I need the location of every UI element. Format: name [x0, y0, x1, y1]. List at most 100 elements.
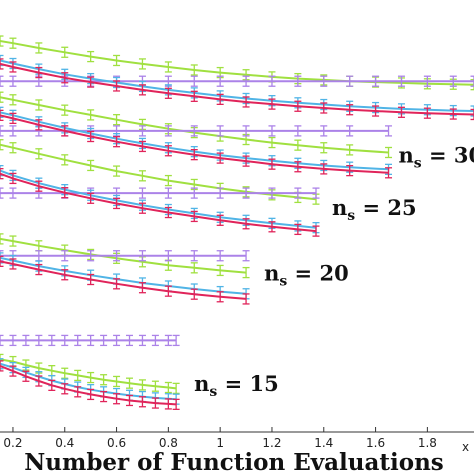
error-bar-g3-s3-p6	[138, 140, 146, 153]
error-bar-g4-s3-p17	[423, 107, 431, 119]
error-bar-g4-s3-p3	[61, 72, 69, 84]
error-bar-g3-s3-p3	[61, 125, 69, 137]
error-bar-g3-s3-p0	[0, 109, 4, 121]
error-bar-g4-s0-p2	[35, 42, 43, 54]
error-bar-g1-s1-p3	[61, 250, 69, 262]
series-line-g2-s2	[0, 169, 317, 229]
error-bar-g0-s1-p6	[74, 334, 82, 347]
series-line-g4-s2	[0, 59, 474, 112]
error-bar-g3-s0-p3	[61, 104, 69, 116]
annotations: ns = 15 ns = 20 ns = 25 ns = 30	[194, 142, 474, 400]
error-bar-g4-s0-p4	[87, 50, 95, 63]
error-bar-g3-s0-p5	[113, 114, 121, 126]
error-bar-g4-s3-p14	[346, 104, 354, 116]
error-bar-g4-s3-p16	[397, 106, 405, 118]
series-line-g2-s3	[0, 172, 317, 233]
error-bar-g0-s3-p1	[9, 365, 17, 377]
x-axis-label: Number of Function Evaluations	[24, 449, 444, 474]
error-bar-g3-s1-p14	[346, 125, 354, 137]
error-bar-g1-s0-p8	[190, 262, 198, 274]
error-bar-g3-s3-p14	[346, 164, 354, 177]
error-bar-g4-s1-p0	[0, 75, 4, 87]
error-bar-g4-s0-p5	[113, 54, 121, 67]
error-bar-g4-s0-p0	[0, 35, 4, 47]
error-bar-g3-s1-p8	[190, 125, 198, 137]
error-bar-g4-s1-p17	[423, 75, 431, 87]
error-bar-g0-s1-p5	[61, 334, 69, 347]
x-axis-multiplier: x	[462, 440, 469, 454]
error-bar-g0-s0-p13	[164, 381, 172, 394]
error-bar-g1-s3-p0	[0, 255, 4, 268]
error-bar-g0-s3-p8	[100, 390, 108, 403]
error-bar-g3-s1-p7	[164, 125, 172, 137]
error-bar-g0-s3-p9	[113, 393, 121, 405]
error-bar-g2-s3-p1	[9, 172, 17, 185]
error-bar-g2-s3-p6	[138, 202, 146, 214]
error-bar-g4-s1-p15	[372, 75, 380, 87]
error-bar-g1-s3-p5	[113, 278, 121, 290]
error-bar-g4-s1-p13	[320, 75, 328, 87]
error-bar-g4-s1-p1	[9, 75, 17, 87]
error-bar-g0-s1-p1	[9, 334, 17, 347]
error-bar-g4-s1-p18	[449, 75, 457, 87]
error-bar-g0-s3-p2	[22, 370, 30, 382]
error-bar-g0-s3-p3	[35, 375, 43, 387]
error-bar-g2-s0-p1	[9, 142, 17, 154]
group-3	[0, 91, 393, 179]
error-bar-g1-s3-p7	[164, 285, 172, 297]
error-bar-g1-s1-p10	[242, 250, 250, 262]
error-bar-g3-s0-p12	[294, 139, 302, 151]
error-bar-g0-s1-p2	[22, 334, 30, 347]
error-bar-g4-s3-p13	[320, 102, 328, 114]
error-bar-g1-s0-p10	[242, 266, 250, 279]
error-bar-g2-s0-p4	[87, 159, 95, 172]
error-bar-g4-s0-p3	[61, 46, 69, 58]
error-bar-g3-s3-p2	[35, 119, 43, 131]
error-bar-g0-s1-p4	[48, 334, 56, 347]
error-bar-g4-s3-p9	[216, 93, 224, 106]
error-bar-g2-s3-p10	[242, 218, 250, 230]
series-line-g3-s2	[0, 111, 389, 171]
error-bar-g3-s2-p0	[0, 106, 4, 118]
error-bar-g1-s1-p9	[216, 250, 224, 262]
error-bar-g2-s3-p13	[312, 225, 320, 237]
error-bar-g0-s1-p11	[138, 334, 146, 347]
error-bar-g0-s3-p10	[126, 394, 134, 407]
x-tick-label: 1.2	[262, 436, 281, 450]
error-bar-g3-s1-p9	[216, 125, 224, 137]
error-bar-g2-s1-p1	[9, 187, 17, 199]
error-bar-g0-s3-p5	[61, 383, 69, 395]
error-bar-g1-s1-p8	[190, 250, 198, 262]
error-bar-g3-s3-p12	[294, 161, 302, 173]
error-bar-g3-s1-p0	[0, 125, 4, 137]
error-bar-g2-s1-p12	[294, 187, 302, 199]
error-bar-g3-s0-p1	[9, 94, 17, 106]
error-bar-g3-s0-p15	[385, 146, 393, 159]
x-axis: 0.2 0.4 0.6 0.8 1 1.2 1.4 1.6 1.8	[0, 427, 474, 450]
error-bar-g4-s3-p1	[9, 61, 17, 73]
error-bar-g2-s0-p5	[113, 165, 121, 177]
error-bar-g2-s3-p8	[190, 210, 198, 223]
error-bar-g4-s1-p14	[346, 75, 354, 87]
error-bar-g0-s1-p9	[113, 334, 121, 347]
error-bar-g2-s3-p4	[87, 192, 95, 204]
error-bar-g2-s1-p10	[242, 187, 250, 199]
error-bar-g2-s1-p13	[312, 187, 320, 199]
error-bar-g2-s3-p2	[35, 180, 43, 192]
error-bar-g4-s1-p16	[397, 75, 405, 87]
error-bar-g2-s3-p9	[216, 214, 224, 226]
error-bar-g2-s3-p12	[294, 223, 302, 236]
error-bar-g0-s3-p4	[48, 379, 56, 391]
annotation-ns-2: ns = 25	[332, 195, 417, 224]
error-bar-g0-s0-p10	[126, 377, 134, 389]
error-bar-g0-s1-p7	[87, 334, 95, 347]
error-bar-g3-s3-p13	[320, 163, 328, 175]
error-bar-g3-s3-p4	[87, 130, 95, 143]
error-bar-g0-s0-p7	[87, 371, 95, 384]
error-bar-g0-s0-p6	[74, 369, 82, 382]
error-bar-g0-s1-p12	[151, 334, 159, 347]
error-bar-g4-s3-p7	[164, 87, 172, 99]
error-bar-g4-s1-p19	[470, 75, 474, 87]
error-bar-g4-s3-p11	[268, 98, 276, 110]
group-4	[0, 35, 474, 121]
